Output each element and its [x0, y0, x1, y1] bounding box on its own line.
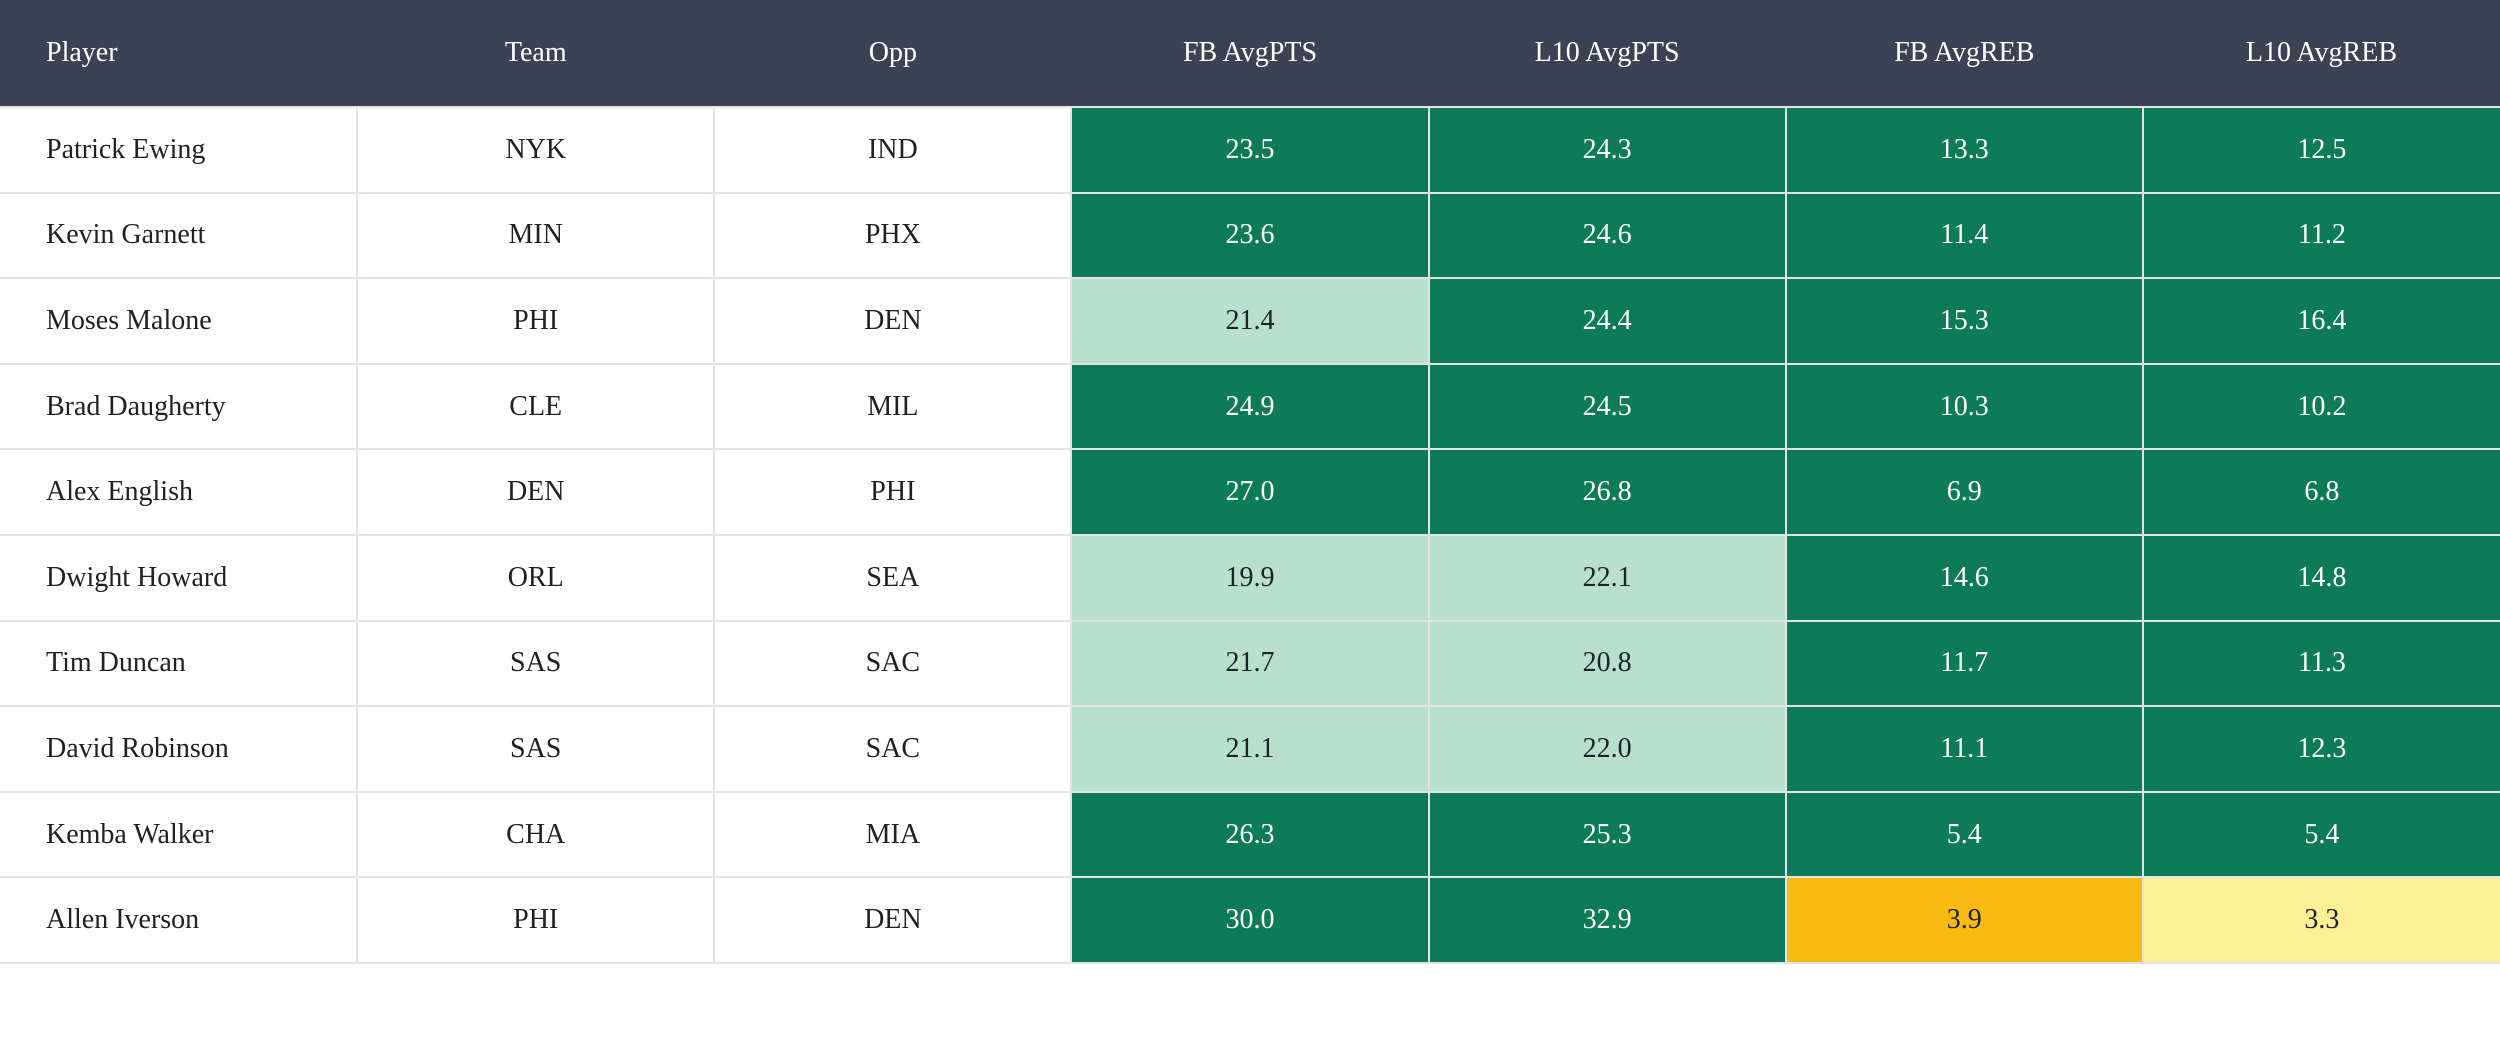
- stat-cell-fb-avgpts: 19.9: [1070, 533, 1430, 622]
- table-row: Moses Malone PHI DEN 21.4 24.4 15.3 16.4: [0, 277, 2500, 365]
- stat-cell-fb-avgreb: 5.4: [1784, 790, 2144, 879]
- stat-cell-l10-avgreb: 11.2: [2141, 191, 2500, 280]
- opp-cell: DEN: [713, 277, 1073, 365]
- stat-cell-fb-avgreb: 11.4: [1784, 191, 2144, 280]
- table-row: Kemba Walker CHA MIA 26.3 25.3 5.4 5.4: [0, 790, 2500, 879]
- stat-cell-fb-avgpts: 23.6: [1070, 191, 1430, 280]
- opp-cell: DEN: [713, 876, 1073, 964]
- team-cell: MIN: [356, 191, 716, 280]
- player-name-cell: Kemba Walker: [0, 790, 359, 879]
- table-header: Player Team Opp FB AvgPTS L10 AvgPTS FB …: [0, 0, 2500, 107]
- stat-cell-l10-avgreb: 11.3: [2141, 619, 2500, 708]
- table-row: Patrick Ewing NYK IND 23.5 24.3 13.3 12.5: [0, 106, 2500, 194]
- player-name-cell: Kevin Garnett: [0, 191, 359, 280]
- opp-cell: SEA: [713, 533, 1073, 622]
- table-row: Tim Duncan SAS SAC 21.7 20.8 11.7 11.3: [0, 619, 2500, 708]
- player-name-cell: Moses Malone: [0, 277, 359, 365]
- team-cell: CLE: [356, 362, 716, 451]
- player-name-cell: Dwight Howard: [0, 533, 359, 622]
- opp-cell: IND: [713, 106, 1073, 194]
- stat-cell-fb-avgpts: 24.9: [1070, 362, 1430, 451]
- stat-cell-fb-avgreb: 10.3: [1784, 362, 2144, 451]
- stat-cell-fb-avgpts: 21.4: [1070, 277, 1430, 365]
- player-name-cell: David Robinson: [0, 705, 359, 793]
- team-cell: NYK: [356, 106, 716, 194]
- stat-cell-fb-avgreb: 14.6: [1784, 533, 2144, 622]
- player-stats-table: Player Team Opp FB AvgPTS L10 AvgPTS FB …: [0, 0, 2500, 964]
- stat-cell-fb-avgpts: 23.5: [1070, 106, 1430, 194]
- stat-cell-fb-avgpts: 27.0: [1070, 448, 1430, 536]
- table-row: Kevin Garnett MIN PHX 23.6 24.6 11.4 11.2: [0, 191, 2500, 280]
- player-name-cell: Alex English: [0, 448, 359, 536]
- stat-cell-fb-avgreb: 6.9: [1784, 448, 2144, 536]
- column-header-l10-avgpts: L10 AvgPTS: [1428, 0, 1786, 107]
- stat-cell-l10-avgreb: 12.5: [2141, 106, 2500, 194]
- stat-cell-l10-avgpts: 24.3: [1427, 106, 1787, 194]
- stat-cell-l10-avgreb: 10.2: [2141, 362, 2500, 451]
- stat-cell-fb-avgreb: 15.3: [1784, 277, 2144, 365]
- stat-cell-l10-avgpts: 22.1: [1427, 533, 1787, 622]
- stat-cell-l10-avgreb: 12.3: [2141, 705, 2500, 793]
- header-row: Player Team Opp FB AvgPTS L10 AvgPTS FB …: [0, 0, 2500, 107]
- player-name-cell: Patrick Ewing: [0, 106, 359, 194]
- column-header-l10-avgreb: L10 AvgREB: [2142, 0, 2500, 107]
- stat-cell-l10-avgpts: 24.5: [1427, 362, 1787, 451]
- stat-cell-l10-avgpts: 24.4: [1427, 277, 1787, 365]
- stat-cell-fb-avgreb: 11.1: [1784, 705, 2144, 793]
- opp-cell: MIL: [713, 362, 1073, 451]
- stat-cell-fb-avgreb: 13.3: [1784, 106, 2144, 194]
- opp-cell: SAC: [713, 705, 1073, 793]
- player-name-cell: Tim Duncan: [0, 619, 359, 708]
- column-header-player: Player: [0, 0, 358, 107]
- stat-cell-l10-avgpts: 32.9: [1427, 876, 1787, 964]
- table-row: Allen Iverson PHI DEN 30.0 32.9 3.9 3.3: [0, 876, 2500, 964]
- table-row: Brad Daugherty CLE MIL 24.9 24.5 10.3 10.2: [0, 362, 2500, 451]
- column-header-fb-avgpts: FB AvgPTS: [1071, 0, 1429, 107]
- column-header-team: Team: [357, 0, 715, 107]
- team-cell: SAS: [356, 619, 716, 708]
- stat-cell-l10-avgreb: 5.4: [2141, 790, 2500, 879]
- player-name-cell: Allen Iverson: [0, 876, 359, 964]
- team-cell: PHI: [356, 876, 716, 964]
- opp-cell: MIA: [713, 790, 1073, 879]
- stat-cell-l10-avgpts: 26.8: [1427, 448, 1787, 536]
- stat-cell-l10-avgreb: 14.8: [2141, 533, 2500, 622]
- stat-cell-fb-avgpts: 26.3: [1070, 790, 1430, 879]
- column-header-opp: Opp: [714, 0, 1072, 107]
- stat-cell-l10-avgreb: 3.3: [2141, 876, 2500, 964]
- opp-cell: PHI: [713, 448, 1073, 536]
- stat-cell-fb-avgreb: 3.9: [1784, 876, 2144, 964]
- stat-cell-l10-avgreb: 16.4: [2141, 277, 2500, 365]
- stat-cell-l10-avgpts: 22.0: [1427, 705, 1787, 793]
- team-cell: CHA: [356, 790, 716, 879]
- stat-cell-l10-avgreb: 6.8: [2141, 448, 2500, 536]
- opp-cell: SAC: [713, 619, 1073, 708]
- team-cell: ORL: [356, 533, 716, 622]
- stats-table-body: Patrick Ewing NYK IND 23.5 24.3 13.3 12.5 Kevin…: [0, 106, 2500, 964]
- team-cell: DEN: [356, 448, 716, 536]
- stat-cell-fb-avgreb: 11.7: [1784, 619, 2144, 708]
- table-row: Dwight Howard ORL SEA 19.9 22.1 14.6 14.8: [0, 533, 2500, 622]
- stat-cell-l10-avgpts: 25.3: [1427, 790, 1787, 879]
- stat-cell-fb-avgpts: 21.7: [1070, 619, 1430, 708]
- team-cell: SAS: [356, 705, 716, 793]
- column-header-fb-avgreb: FB AvgREB: [1785, 0, 2143, 107]
- table-row: Alex English DEN PHI 27.0 26.8 6.9 6.8: [0, 448, 2500, 536]
- team-cell: PHI: [356, 277, 716, 365]
- table-row: David Robinson SAS SAC 21.1 22.0 11.1 12.3: [0, 705, 2500, 793]
- stat-cell-fb-avgpts: 21.1: [1070, 705, 1430, 793]
- stat-cell-fb-avgpts: 30.0: [1070, 876, 1430, 964]
- player-name-cell: Brad Daugherty: [0, 362, 359, 451]
- stat-cell-l10-avgpts: 24.6: [1427, 191, 1787, 280]
- stat-cell-l10-avgpts: 20.8: [1427, 619, 1787, 708]
- opp-cell: PHX: [713, 191, 1073, 280]
